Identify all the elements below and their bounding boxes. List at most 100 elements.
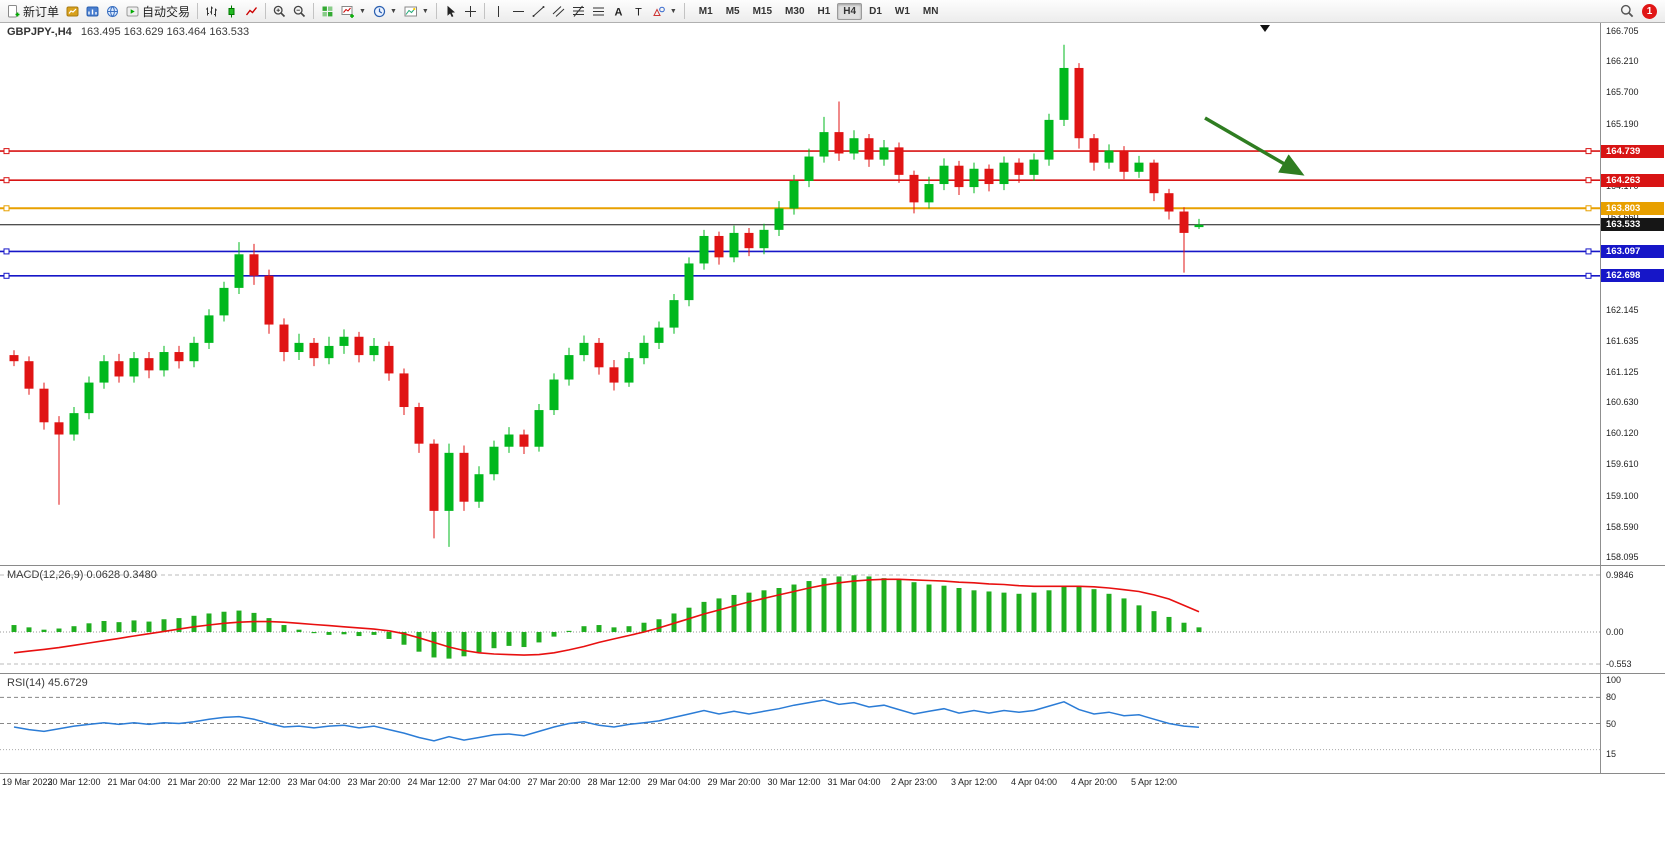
zoom-out-button[interactable] bbox=[290, 2, 309, 21]
price-tag-164.263[interactable]: 164.263 bbox=[1601, 173, 1664, 187]
timeframe-h1-button[interactable]: H1 bbox=[817, 5, 831, 17]
vertical-line-button[interactable] bbox=[489, 2, 508, 21]
market-watch-icon bbox=[86, 6, 99, 16]
price-label: 166.210 bbox=[1606, 56, 1639, 67]
timeframe-m5-button[interactable]: M5 bbox=[725, 5, 740, 17]
price-label: 165.700 bbox=[1606, 87, 1639, 98]
tile-windows-icon bbox=[322, 6, 333, 16]
rsi-line bbox=[13, 699, 1200, 742]
price-axis[interactable]: 166.705166.210165.700165.190164.170163.6… bbox=[1600, 23, 1665, 565]
charts-gallery-button[interactable] bbox=[63, 2, 82, 21]
clock-icon bbox=[373, 5, 386, 17]
time-label: 19 Mar 2023 bbox=[2, 777, 53, 787]
text-button[interactable]: A bbox=[609, 2, 628, 21]
time-label: 27 Mar 20:00 bbox=[527, 777, 581, 787]
chart-properties-button[interactable]: ▼ bbox=[401, 2, 432, 21]
price-tag-163.533[interactable]: 163.533 bbox=[1601, 218, 1664, 232]
period-clock-button[interactable]: ▼ bbox=[370, 2, 400, 21]
resistance-1-handle bbox=[3, 148, 10, 155]
horizontal-line-button[interactable] bbox=[509, 2, 528, 21]
bar-chart-button[interactable] bbox=[202, 2, 221, 21]
macd-signal-line bbox=[13, 578, 1200, 656]
candlestick-chart-button[interactable] bbox=[222, 2, 241, 21]
crosshair-button[interactable] bbox=[461, 2, 480, 21]
resistance-2-handle bbox=[3, 177, 10, 184]
svg-text:T: T bbox=[635, 6, 642, 18]
time-label: 2 Apr 23:00 bbox=[890, 777, 938, 787]
text-icon: A bbox=[614, 6, 622, 18]
price-label: 162.145 bbox=[1606, 304, 1639, 315]
candlestick-chart-icon bbox=[228, 5, 235, 17]
new-chart-button[interactable]: ▼ bbox=[338, 2, 369, 21]
channel-button[interactable] bbox=[549, 2, 568, 21]
timeframe-mn-button[interactable]: MN bbox=[922, 5, 939, 17]
chevron-down-icon: ▼ bbox=[389, 7, 397, 15]
price-label: 161.125 bbox=[1606, 366, 1639, 377]
label-button[interactable]: T bbox=[629, 2, 648, 21]
price-chart-canvas[interactable] bbox=[0, 23, 1600, 565]
shapes-icon bbox=[653, 6, 665, 16]
time-label: 22 Mar 12:00 bbox=[227, 777, 281, 787]
zoom-out-icon bbox=[293, 5, 306, 17]
cursor-icon bbox=[447, 5, 455, 17]
main-chart-panel: GBPJPY-,H4 163.495 163.629 163.464 163.5… bbox=[0, 23, 1665, 565]
globe-icon bbox=[107, 5, 119, 17]
new-order-icon bbox=[8, 4, 20, 17]
shapes-button[interactable]: ▼ bbox=[649, 2, 680, 21]
timeframe-m1-button[interactable]: M1 bbox=[698, 5, 713, 17]
trendline-icon bbox=[532, 5, 545, 17]
rsi-canvas[interactable] bbox=[0, 674, 1600, 773]
resistance-1-handle bbox=[1585, 148, 1592, 155]
time-label: 29 Mar 04:00 bbox=[647, 777, 701, 787]
tile-windows-button[interactable] bbox=[318, 2, 337, 21]
levels-button[interactable] bbox=[589, 2, 608, 21]
line-chart-button[interactable] bbox=[242, 2, 261, 21]
time-label: 3 Apr 12:00 bbox=[950, 777, 998, 787]
search-icon[interactable] bbox=[1620, 4, 1634, 18]
timeframe-m30-button[interactable]: M30 bbox=[785, 5, 805, 17]
macd-panel: MACD(12,26,9) 0.0628 0.3480 0.9846 0.00 -0… bbox=[0, 565, 1665, 673]
cursor-button[interactable] bbox=[441, 2, 460, 21]
timeframe-w1-button[interactable]: W1 bbox=[894, 5, 910, 17]
price-tag-163.803[interactable]: 163.803 bbox=[1601, 201, 1664, 215]
chevron-down-icon: ▼ bbox=[421, 7, 429, 15]
macd-axis[interactable]: 0.9846 0.00 -0.553 bbox=[1600, 566, 1665, 673]
timeframe-m15-button[interactable]: M15 bbox=[752, 5, 773, 17]
price-label: 163.660 bbox=[1606, 212, 1639, 223]
rsi-axis[interactable]: 100 80 50 15 bbox=[1600, 674, 1665, 773]
window-bottom-filler bbox=[0, 792, 1665, 844]
price-tag-162.698[interactable]: 162.698 bbox=[1601, 269, 1664, 283]
zoom-in-button[interactable] bbox=[270, 2, 289, 21]
price-tag-163.097[interactable]: 163.097 bbox=[1601, 244, 1664, 258]
market-watch-button[interactable] bbox=[83, 2, 102, 21]
timeframe-d1-button[interactable]: D1 bbox=[869, 5, 882, 17]
toolbar-right: 1 bbox=[1620, 3, 1661, 19]
pivot-line-handle bbox=[3, 205, 10, 212]
toolbar-separator bbox=[197, 3, 199, 19]
time-label: 21 Mar 04:00 bbox=[107, 777, 161, 787]
levels-icon bbox=[592, 7, 604, 15]
annotation-arrow bbox=[1204, 116, 1305, 176]
new-order-button[interactable]: 新订单 bbox=[4, 2, 62, 21]
timeframe-h4-button[interactable]: H4 bbox=[837, 2, 863, 20]
notification-badge[interactable]: 1 bbox=[1642, 3, 1657, 19]
time-label: 30 Mar 12:00 bbox=[767, 777, 821, 787]
price-label: 158.590 bbox=[1606, 521, 1639, 532]
ohlc-values: 163.495 163.629 163.464 163.533 bbox=[80, 26, 250, 38]
time-label: 4 Apr 20:00 bbox=[1070, 777, 1118, 787]
line-chart-icon bbox=[245, 6, 258, 15]
time-label: 29 Mar 20:00 bbox=[707, 777, 761, 787]
autotrading-button[interactable]: 自动交易 bbox=[123, 2, 193, 21]
macd-canvas[interactable] bbox=[0, 566, 1600, 673]
trendline-button[interactable] bbox=[529, 2, 548, 21]
new-order-label: 新订单 bbox=[23, 4, 60, 19]
price-tag-164.739[interactable]: 164.739 bbox=[1601, 144, 1664, 158]
svg-text:A: A bbox=[614, 6, 622, 18]
time-axis[interactable]: 19 Mar 2023 20 Mar 12:00 21 Mar 04:00 21 Ma… bbox=[0, 773, 1665, 792]
web-community-button[interactable] bbox=[103, 2, 122, 21]
toolbar: 新订单 自动交易 ▼ ▼ ▼ bbox=[0, 0, 1665, 23]
zoom-in-icon bbox=[273, 5, 286, 17]
chart-header: GBPJPY-,H4 163.495 163.629 163.464 163.5… bbox=[7, 26, 249, 38]
fibonacci-button[interactable] bbox=[569, 2, 588, 21]
